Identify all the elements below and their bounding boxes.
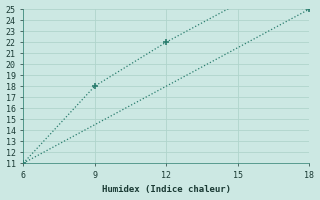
X-axis label: Humidex (Indice chaleur): Humidex (Indice chaleur) bbox=[102, 185, 231, 194]
